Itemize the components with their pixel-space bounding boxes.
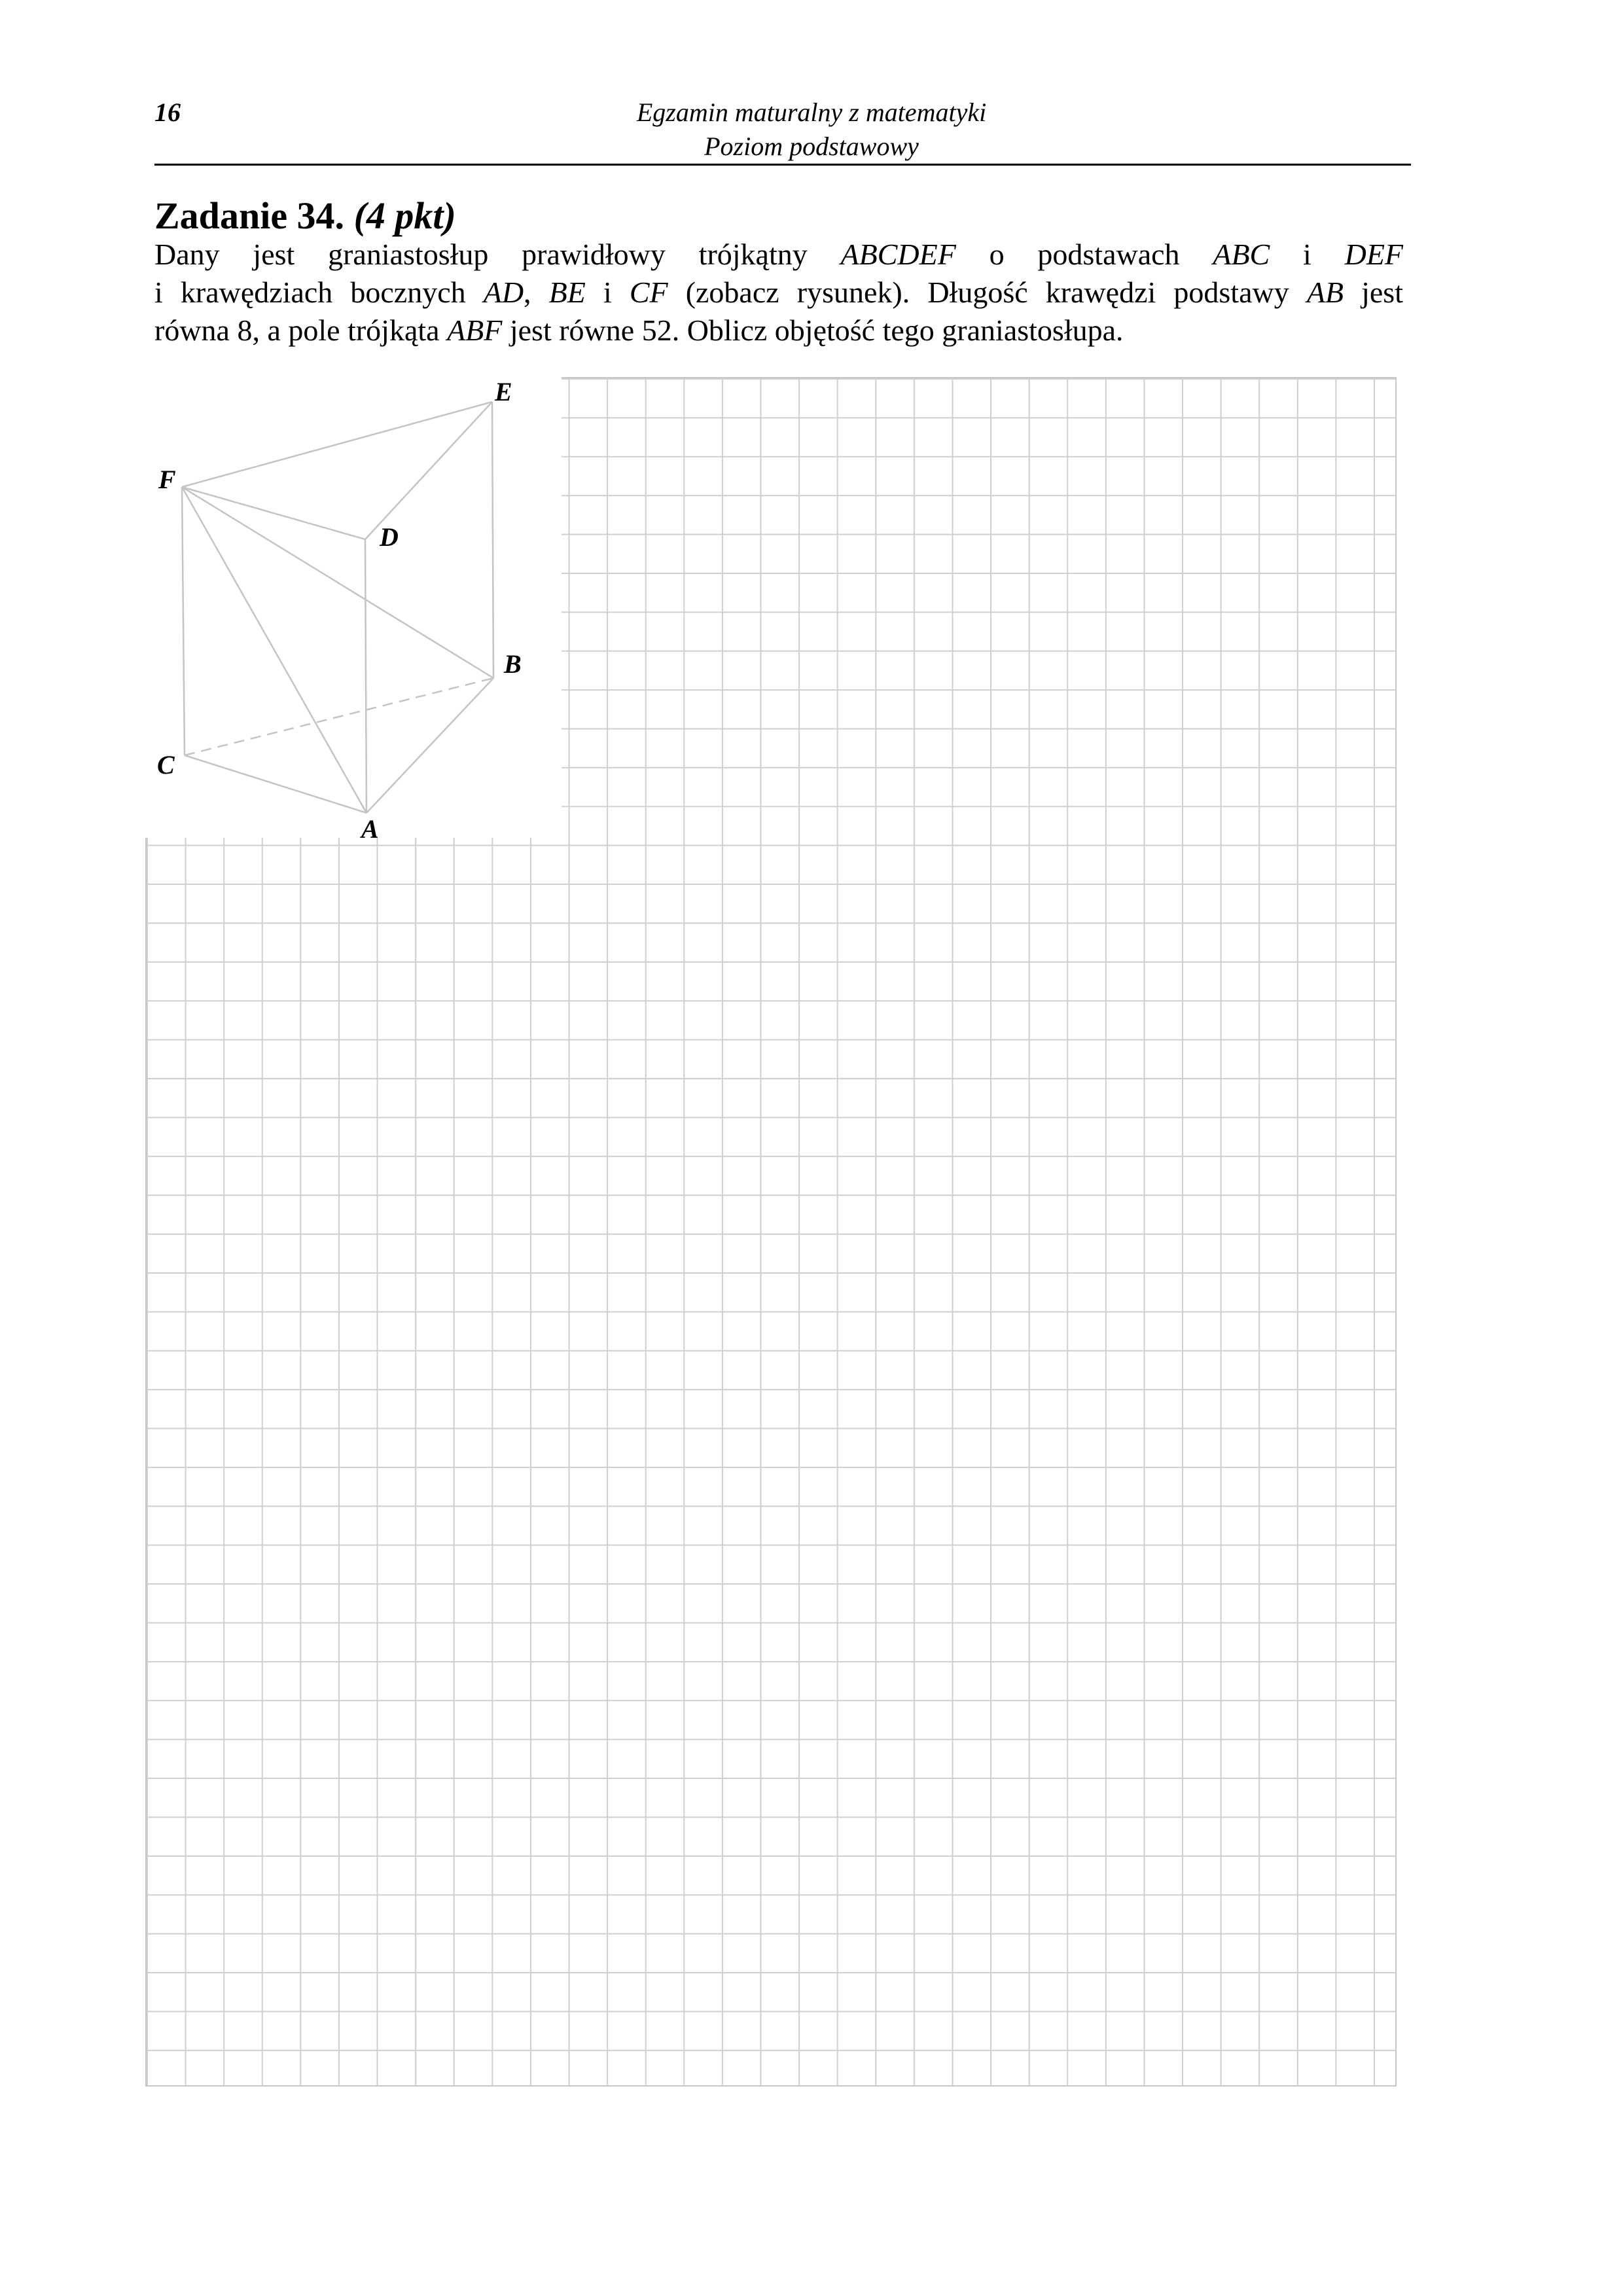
- vertex-label-F: F: [158, 465, 176, 494]
- edge-FC: [181, 486, 186, 756]
- edge-EB: [491, 401, 495, 679]
- edge-FB: [181, 486, 494, 679]
- task-statement: Dany jest graniastosłup prawidłowy trójk…: [154, 236, 1403, 350]
- header-divider: [154, 164, 1411, 166]
- prism-diagram: E F D B C A: [157, 377, 522, 838]
- task-number: Zadanie 34.: [154, 194, 345, 237]
- prism-figure: E F D B C A: [145, 377, 562, 838]
- vertex-label-A: A: [359, 814, 379, 838]
- edge-DE: [365, 401, 493, 540]
- task-line-3: równa 8, a pole trójkąta ABF jest równe …: [154, 314, 1124, 347]
- vertex-label-D: D: [379, 522, 399, 552]
- vertex-label-B: B: [503, 649, 522, 679]
- task-line-1: Dany jest graniastosłup prawidłowy trójk…: [154, 238, 1404, 271]
- edge-FE: [181, 401, 493, 488]
- edge-DA: [364, 539, 368, 814]
- edge-CB-hidden: [184, 677, 494, 757]
- task-points: (4 pkt): [353, 194, 456, 237]
- edge-CA: [184, 754, 367, 814]
- task-line-2: i krawędziach bocznych AD, BE i CF (zoba…: [154, 276, 1403, 309]
- header-subtitle: Poziom podstawowy: [704, 132, 919, 161]
- edge-FA: [181, 486, 368, 814]
- task-heading: Zadanie 34. (4 pkt): [154, 194, 456, 238]
- edge-AB: [366, 677, 494, 814]
- page-number: 16: [154, 98, 181, 127]
- edge-FD: [181, 486, 366, 541]
- vertex-label-E: E: [494, 377, 512, 406]
- vertex-label-C: C: [157, 750, 175, 780]
- header-title: Egzamin maturalny z matematyki: [636, 98, 987, 127]
